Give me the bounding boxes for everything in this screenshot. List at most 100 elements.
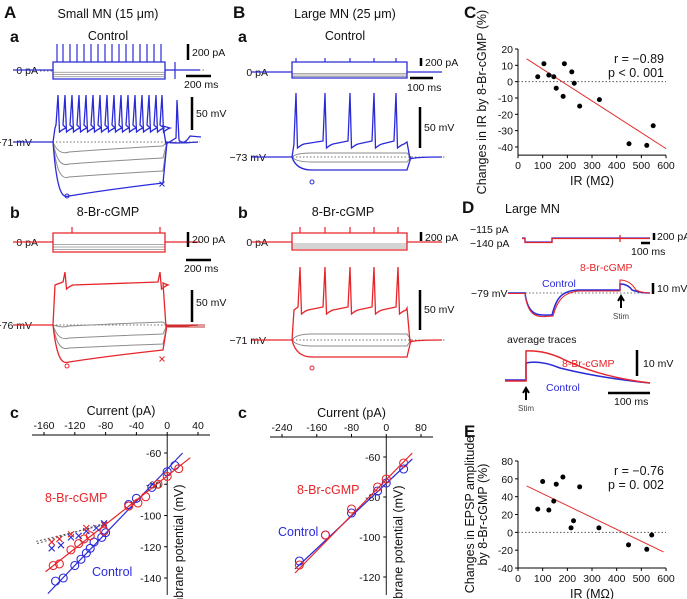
data-point-cross bbox=[48, 544, 56, 552]
data-point bbox=[561, 61, 567, 67]
scale-label-time: 100 ms bbox=[407, 82, 441, 94]
marker-circle bbox=[309, 179, 315, 185]
data-point bbox=[133, 498, 143, 508]
data-point-cross bbox=[82, 524, 90, 532]
series-label-control: Control bbox=[546, 382, 580, 394]
y-tick-label: 0 bbox=[507, 77, 513, 89]
data-point bbox=[81, 548, 91, 558]
voltage-trace-hyperpolarized bbox=[52, 141, 199, 198]
current-trace bbox=[13, 44, 200, 80]
data-point bbox=[649, 532, 655, 538]
current-baseline-label: 0 pA bbox=[246, 237, 268, 249]
data-point bbox=[50, 576, 61, 586]
y-tick-label: -30 bbox=[498, 126, 513, 138]
y-tick-label: -120 bbox=[140, 542, 161, 554]
x-tick-label: 300 bbox=[583, 573, 601, 585]
y-tick-label: -20 bbox=[498, 109, 513, 121]
data-point bbox=[76, 554, 86, 564]
data-point bbox=[399, 458, 409, 468]
y-axis-label: by 8-Br-cGMP (%) bbox=[476, 464, 490, 566]
condition-title: 8-Br-cGMP bbox=[77, 205, 140, 219]
subpanel-letter: c bbox=[238, 405, 247, 422]
series-label: 8-Br-cGMP bbox=[297, 483, 360, 497]
current-step-hyperpolarizing bbox=[52, 70, 166, 80]
regression-line bbox=[526, 485, 664, 553]
voltage-baseline-label: −71 mV bbox=[230, 335, 266, 347]
data-point bbox=[381, 474, 391, 484]
condition-title: 8-Br-cGMP bbox=[312, 205, 375, 219]
data-point bbox=[535, 506, 541, 512]
x-tick-label: 600 bbox=[657, 573, 675, 585]
average-trace-cgmp bbox=[505, 350, 651, 384]
y-tick-label: 40 bbox=[501, 492, 513, 504]
data-point-cross bbox=[67, 533, 75, 541]
data-point bbox=[644, 546, 650, 552]
subpanel-letter: b bbox=[10, 205, 20, 222]
data-point bbox=[571, 80, 577, 86]
x-tick-label: 400 bbox=[608, 160, 626, 172]
data-point-cross bbox=[75, 532, 83, 540]
marker-cross bbox=[159, 356, 165, 362]
y-tick-label: -60 bbox=[365, 452, 380, 464]
y-axis-label: Changes in EPSP amplitude bbox=[463, 436, 477, 594]
current-trace-cgmp bbox=[522, 235, 650, 244]
current-step-hyperpolarizing bbox=[291, 72, 408, 79]
x-tick-label: -80 bbox=[98, 420, 113, 432]
subpanel-letter: a bbox=[10, 29, 19, 46]
condition-title: Control bbox=[325, 29, 365, 43]
fit-line bbox=[294, 458, 413, 570]
data-point bbox=[546, 72, 552, 78]
x-tick-label: 300 bbox=[583, 160, 601, 172]
data-point bbox=[346, 508, 357, 518]
data-point-cross bbox=[67, 530, 75, 538]
fit-line bbox=[45, 457, 191, 573]
voltage-trace-cgmp bbox=[508, 279, 651, 318]
scale-label-voltage: 10 mV bbox=[657, 283, 687, 295]
voltage-trace-hyperpolarized bbox=[291, 339, 412, 358]
y-axis-label: Changes in IR by 8-Br-cGMP (%) bbox=[475, 10, 489, 195]
scale-label-current: 200 pA bbox=[192, 234, 225, 246]
x-tick-label: 0 bbox=[164, 420, 170, 432]
marker-cross bbox=[159, 181, 165, 187]
scale-label-voltage: 50 mV bbox=[424, 304, 454, 316]
data-point bbox=[553, 481, 559, 487]
data-point bbox=[373, 486, 383, 496]
data-point bbox=[535, 74, 541, 80]
scale-label-current: 200 pA bbox=[425, 232, 458, 244]
condition-title: Control bbox=[88, 29, 128, 43]
subpanel-letter: b bbox=[238, 205, 248, 222]
data-point bbox=[568, 525, 574, 531]
current-trace bbox=[252, 58, 442, 79]
data-point bbox=[54, 559, 64, 569]
stats-label: p = 0. 002 bbox=[608, 478, 664, 492]
average-traces-title: average traces bbox=[507, 334, 576, 346]
panel-letter: E bbox=[464, 422, 475, 441]
stats-label: p < 0. 001 bbox=[608, 66, 664, 80]
series-label-cgmp: 8-Br-cGMP bbox=[580, 262, 633, 274]
marker-circle bbox=[64, 193, 70, 199]
data-point bbox=[626, 542, 632, 548]
series-label-control: Control bbox=[542, 278, 576, 290]
voltage-trace-grey bbox=[291, 339, 412, 347]
current-baseline-label: 0 pA bbox=[16, 237, 38, 249]
voltage-trace-spiking bbox=[13, 94, 202, 146]
current-step-depolarizing bbox=[252, 232, 442, 243]
data-point-cross bbox=[56, 535, 63, 543]
data-point bbox=[162, 471, 172, 481]
scale-label-time: 100 ms bbox=[614, 396, 648, 408]
y-axis-label: Membrane potential (mV) bbox=[391, 485, 405, 599]
x-tick-label: 500 bbox=[633, 160, 651, 172]
data-point bbox=[66, 545, 76, 555]
series-label: Control bbox=[92, 565, 132, 579]
data-point bbox=[131, 493, 141, 503]
voltage-trace-spiking bbox=[252, 92, 443, 160]
x-tick-label: 0 bbox=[383, 422, 389, 434]
x-tick-label: 0 bbox=[515, 573, 521, 585]
voltage-baseline-label: −79 mV bbox=[471, 288, 507, 300]
y-tick-label: 80 bbox=[501, 456, 513, 468]
y-tick-label: -10 bbox=[498, 93, 513, 105]
y-tick-label: 10 bbox=[501, 60, 513, 72]
series-label-cgmp: 8-Br-cGMP bbox=[562, 358, 615, 370]
